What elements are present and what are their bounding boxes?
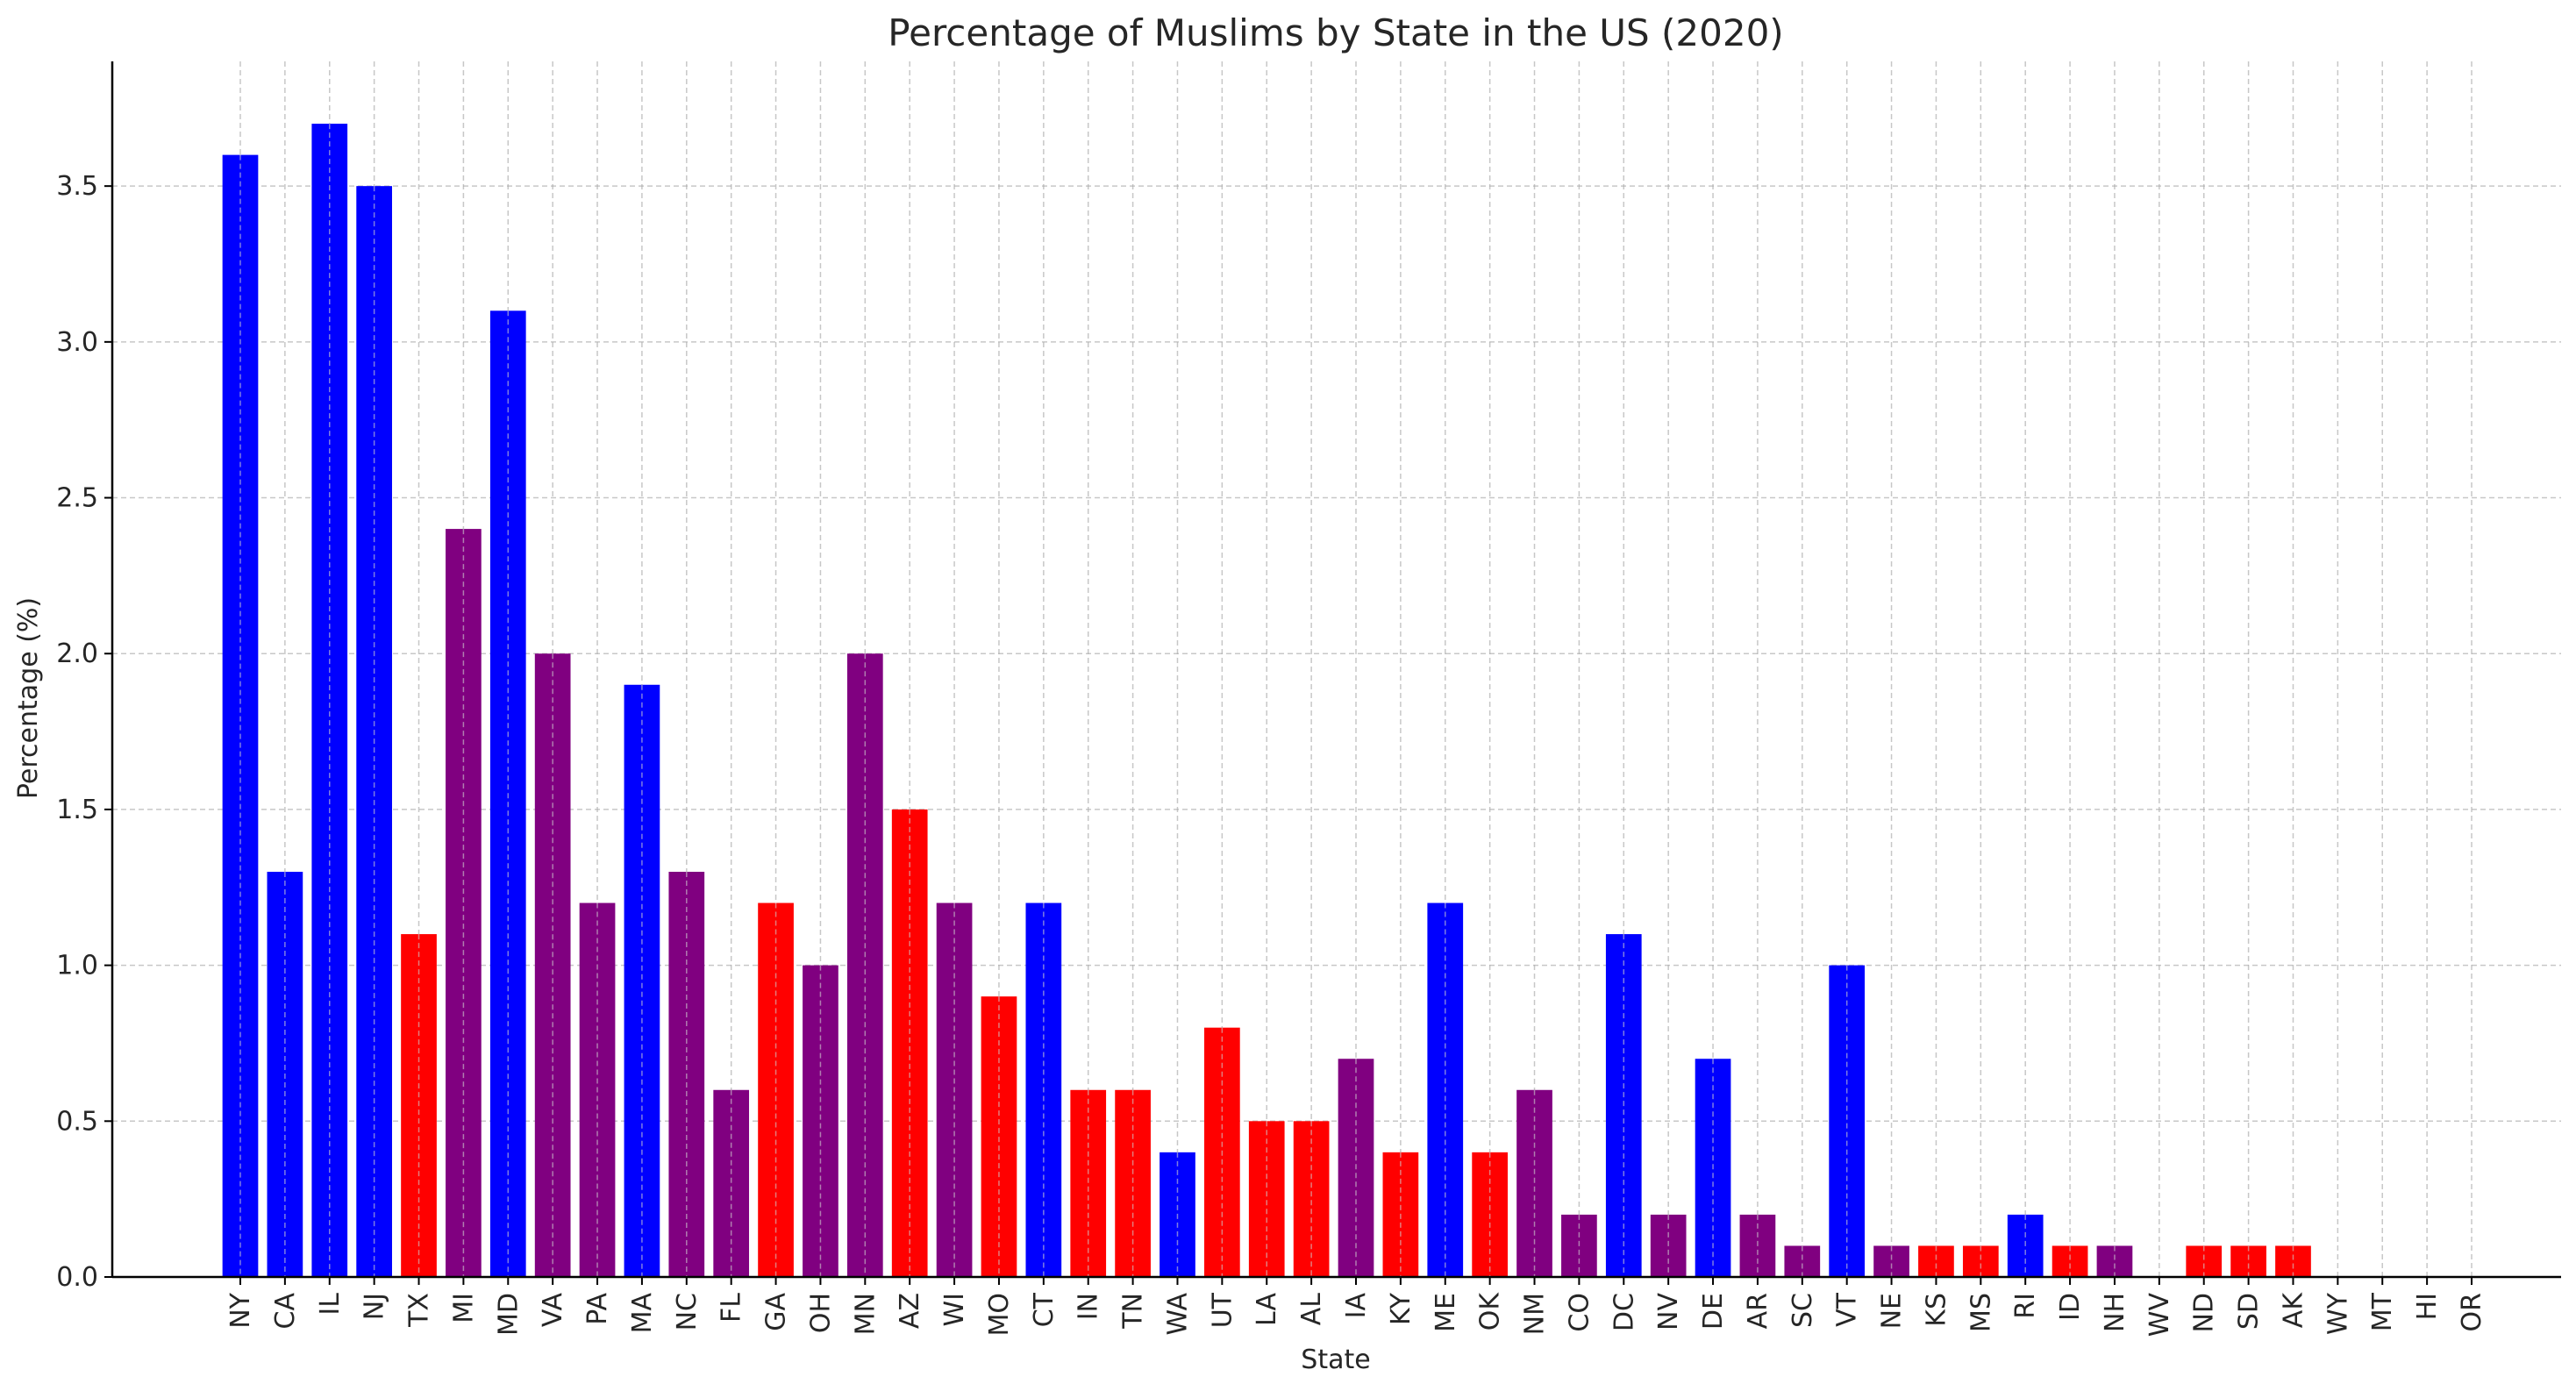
x-tick-label: CO (1564, 1293, 1595, 1332)
y-tick-label: 3.0 (56, 327, 98, 358)
bar-il (311, 124, 348, 1278)
x-tick-label: FL (717, 1293, 747, 1323)
chart-title: Percentage of Muslims by State in the US… (888, 11, 1783, 54)
x-tick-label: WV (2144, 1293, 2175, 1338)
axes-layer (111, 61, 2561, 1279)
x-tick-label: NV (1653, 1293, 1684, 1330)
x-tick-label: KS (1921, 1293, 1952, 1327)
x-tick-label: ND (2189, 1293, 2220, 1333)
x-tick-label: RI (2010, 1293, 2041, 1319)
x-tick-label: IN (1074, 1293, 1104, 1320)
x-tick-label: PA (582, 1293, 613, 1325)
x-tick-label: AK (2278, 1292, 2308, 1329)
x-tick-label: NY (225, 1292, 256, 1328)
y-tick-label: 1.5 (56, 795, 98, 825)
bars-layer (222, 124, 2311, 1278)
x-tick-label: ME (1431, 1293, 1461, 1332)
x-tick-label: LA (1252, 1293, 1282, 1326)
bar-la (1248, 1121, 1285, 1277)
x-tick-label: NC (672, 1293, 703, 1330)
x-tick-label: OR (2457, 1293, 2487, 1331)
x-tick-label: HI (2412, 1293, 2443, 1320)
x-tick-label: AZ (895, 1293, 925, 1329)
ticks-layer: 0.0 0.5 1.0 1.5 2.0 2.5 3.0 3.5 NY CA IL NJ TX MI MD VA… (56, 171, 2487, 1337)
x-tick-label: WY (2323, 1292, 2353, 1335)
x-tick-label: OH (805, 1293, 836, 1333)
x-tick-label: MO (984, 1293, 1015, 1337)
x-tick-label: MS (1966, 1293, 1996, 1332)
x-tick-label: MN (850, 1293, 881, 1335)
x-tick-label: NE (1877, 1293, 1908, 1329)
x-tick-label: ID (2055, 1293, 2086, 1321)
x-tick-label: AL (1296, 1293, 1327, 1326)
y-tick-label: 2.0 (56, 638, 98, 669)
x-tick-label: MD (493, 1293, 524, 1336)
bar-vt (1829, 965, 1866, 1277)
x-tick-label: WA (1162, 1293, 1193, 1336)
x-tick-label: VA (538, 1293, 568, 1328)
x-tick-label: IA (1341, 1293, 1372, 1319)
x-tick-label: MA (627, 1293, 658, 1334)
x-tick-label: NM (1520, 1293, 1551, 1335)
x-tick-label: WI (939, 1293, 970, 1327)
x-tick-label: NH (2100, 1293, 2130, 1332)
x-tick-label: TN (1118, 1293, 1149, 1330)
x-tick-label: OK (1475, 1292, 1506, 1331)
x-tick-label: SD (2234, 1293, 2265, 1330)
x-tick-label: DC (1609, 1293, 1639, 1331)
y-tick-label: 1.0 (56, 951, 98, 981)
x-tick-label: VT (1832, 1292, 1863, 1327)
x-tick-label: GA (761, 1293, 792, 1331)
x-axis-label: State (1301, 1345, 1370, 1375)
y-tick-label: 3.5 (56, 171, 98, 202)
x-tick-label: IL (315, 1293, 346, 1316)
x-tick-label: NJ (360, 1293, 390, 1320)
x-tick-label: CA (270, 1293, 301, 1330)
y-axis-label: Percentage (%) (13, 597, 44, 799)
x-tick-label: MI (448, 1293, 479, 1323)
y-tick-label: 2.5 (56, 483, 98, 514)
x-tick-label: TX (404, 1293, 435, 1328)
y-tick-label: 0.5 (56, 1106, 98, 1137)
x-tick-label: AR (1743, 1293, 1773, 1329)
x-tick-label: SC (1788, 1293, 1818, 1328)
x-tick-label: DE (1698, 1293, 1729, 1330)
y-tick-label: 0.0 (56, 1262, 98, 1293)
x-tick-label: MT (2367, 1292, 2398, 1331)
x-tick-label: KY (1386, 1292, 1416, 1325)
bar-al (1293, 1121, 1330, 1277)
x-tick-label: UT (1207, 1292, 1238, 1328)
bar-oh (803, 965, 838, 1277)
x-tick-label: CT (1029, 1292, 1060, 1327)
